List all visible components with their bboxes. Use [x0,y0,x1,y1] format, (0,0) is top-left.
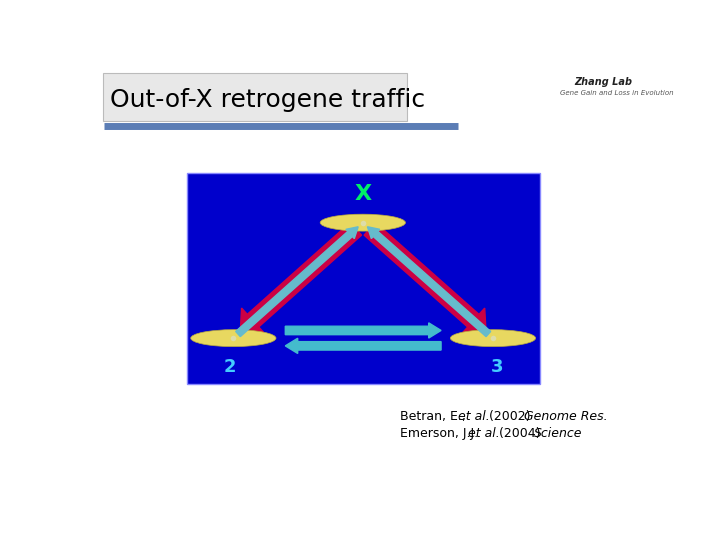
Text: Emerson, J.J.: Emerson, J.J. [400,427,482,440]
Text: (2002): (2002) [485,410,535,423]
FancyArrow shape [235,227,358,336]
Text: Out-of-X retrogene traffic: Out-of-X retrogene traffic [110,88,426,112]
Bar [187,173,539,384]
Ellipse shape [320,214,405,231]
Text: (2004): (2004) [495,427,545,440]
FancyArrow shape [285,338,441,354]
FancyArrow shape [285,323,441,338]
Text: 3: 3 [490,359,503,376]
Text: X: X [354,184,372,204]
Text: Genome Res.: Genome Res. [524,410,608,423]
Text: Science: Science [534,427,582,440]
Text: Zhang Lab: Zhang Lab [575,77,632,87]
FancyArrow shape [367,227,491,336]
Ellipse shape [451,330,536,347]
Ellipse shape [191,330,276,347]
FancyBboxPatch shape [103,73,407,121]
Text: et al.: et al. [458,410,490,423]
Text: et al.: et al. [468,427,500,440]
Text: Betran, E.,: Betran, E., [400,410,470,423]
FancyArrow shape [364,222,486,333]
Text: Gene Gain and Loss in Evolution: Gene Gain and Loss in Evolution [560,90,674,96]
FancyArrow shape [240,222,361,333]
Text: 2: 2 [223,359,235,376]
